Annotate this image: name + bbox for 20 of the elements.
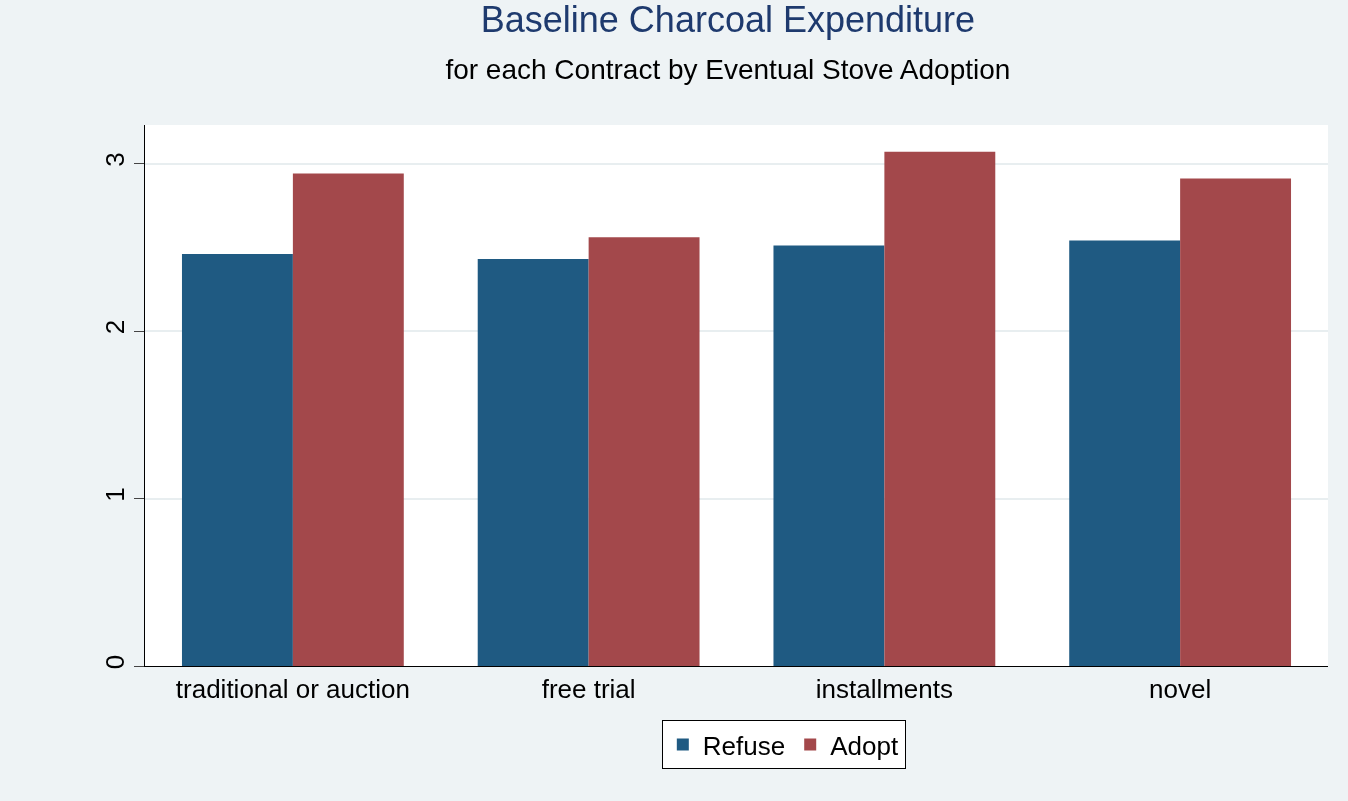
bar — [773, 245, 885, 666]
x-tick-label: traditional or auction — [175, 674, 410, 705]
legend-label: Adopt — [830, 730, 899, 761]
y-tick-label: 3 — [99, 152, 130, 167]
y-tick-label: 0 — [99, 654, 130, 670]
chart-subtitle: for each Contract by Eventual Stove Adoption — [445, 53, 1011, 85]
x-tick-label: novel — [1149, 674, 1212, 705]
chart-title: Baseline Charcoal Expenditure — [480, 0, 976, 41]
bar — [1180, 178, 1292, 666]
x-tick-label: installments — [815, 674, 954, 705]
bar — [181, 253, 293, 666]
legend-label: Refuse — [702, 730, 786, 761]
bar — [1069, 240, 1181, 666]
x-tick-label: free trial — [541, 674, 636, 705]
bar — [292, 173, 404, 666]
y-tick-label: 2 — [99, 319, 130, 335]
y-tick-label: 1 — [99, 487, 130, 502]
bar — [477, 258, 589, 666]
bar — [884, 151, 996, 666]
bar — [588, 237, 700, 666]
